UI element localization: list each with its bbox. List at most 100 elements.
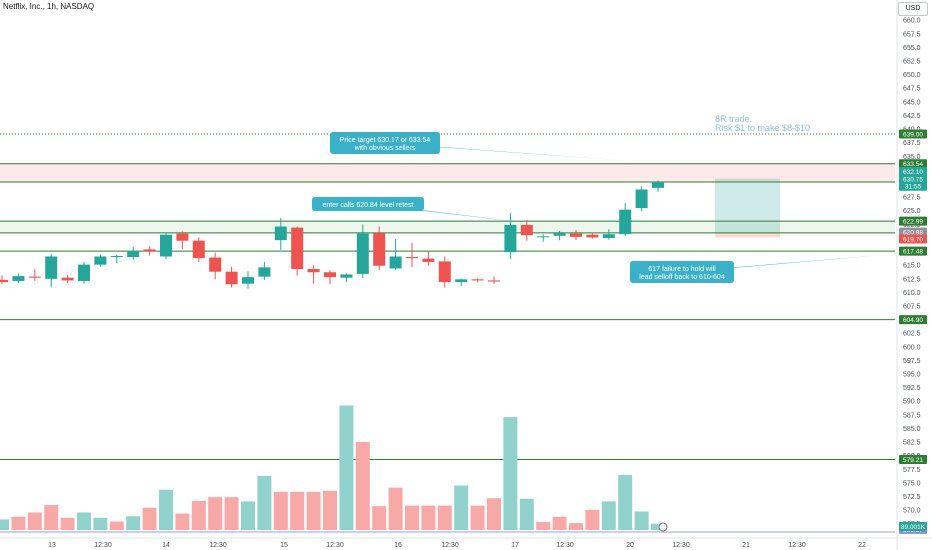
candle-body[interactable] [258, 267, 271, 277]
volume-bar [470, 505, 485, 530]
volume-bar [651, 523, 665, 530]
candle-body[interactable] [12, 276, 25, 281]
candle-body[interactable] [28, 276, 41, 278]
price-tick-label: 660.0 [903, 18, 921, 25]
price-label-text: 630.75 [903, 176, 923, 183]
price-tick-label: 575.0 [903, 480, 921, 487]
price-tag-text: 617.48 [903, 249, 923, 256]
candle-body[interactable] [520, 224, 533, 236]
volume-bar [552, 516, 567, 530]
volume-bar [618, 474, 633, 530]
callout-enter-calls-text: enter calls 620.84 level retest [322, 202, 413, 209]
volume-bar [601, 501, 616, 530]
price-tick-label: 582.5 [903, 440, 921, 447]
candle-body[interactable] [110, 255, 123, 258]
time-tick-label: 12:30 [556, 542, 574, 549]
candle-body[interactable] [652, 181, 664, 188]
candle-body[interactable] [307, 268, 320, 273]
price-label-text: 619.70 [903, 237, 923, 244]
settings-icon[interactable] [658, 522, 668, 532]
volume-bar [569, 523, 583, 530]
price-tick-label: 650.0 [903, 72, 921, 79]
currency-button[interactable]: USD [898, 2, 928, 16]
symbol-title: Netflix, Inc., 1h, NASDAQ [3, 2, 95, 11]
volume-bar [487, 498, 501, 530]
candle-body[interactable] [586, 234, 599, 238]
time-tick-label: 21 [742, 542, 750, 549]
volume-bar [126, 516, 141, 530]
time-tick-label: 16 [394, 542, 402, 549]
price-tick-label: 587.5 [903, 412, 921, 419]
candle-body[interactable] [192, 240, 205, 259]
volume-bar [339, 405, 354, 530]
candle-body[interactable] [356, 233, 369, 274]
price-tick-label: 572.5 [903, 494, 921, 501]
candle-body[interactable] [242, 277, 254, 284]
price-label [899, 174, 927, 184]
candle-body[interactable] [455, 279, 468, 283]
volume-bar [437, 505, 452, 530]
price-label [899, 181, 927, 191]
candle-body[interactable] [0, 279, 8, 283]
candle-body[interactable] [340, 274, 353, 278]
callout-price-target-text: Price target 630.17 or 633.54 [340, 137, 431, 144]
candle-body[interactable] [225, 271, 238, 285]
price-tick-label: 642.5 [903, 113, 921, 120]
price-label [899, 227, 927, 237]
volume-bar [60, 517, 75, 530]
volume-bar [372, 506, 387, 530]
volume-bar [109, 521, 124, 530]
candle-body[interactable] [61, 277, 74, 281]
price-label-text: 31:55 [905, 184, 922, 191]
candle-body[interactable] [94, 256, 107, 265]
callout-enter-calls-box[interactable] [312, 197, 424, 211]
time-tick-label: 22 [858, 542, 866, 549]
candle-body[interactable] [209, 257, 222, 272]
volume-bar [224, 497, 239, 530]
volume-bar [159, 489, 173, 530]
volume-bar [77, 512, 91, 530]
price-tick-label: 647.5 [903, 86, 921, 93]
candle-body[interactable] [274, 226, 287, 241]
candle-body[interactable] [488, 280, 500, 282]
price-tick-label: 570.0 [903, 508, 921, 515]
candle-body[interactable] [471, 279, 484, 281]
callout-failure-box[interactable] [630, 261, 734, 283]
time-tick-label: 12:30 [441, 542, 459, 549]
price-tick-label: 652.5 [903, 58, 921, 65]
candle-body[interactable] [324, 272, 336, 278]
price-tag-text: 622.99 [903, 219, 923, 226]
volume-bar [191, 500, 206, 530]
price-tick-label: 592.5 [903, 385, 921, 392]
candle-body[interactable] [160, 234, 172, 257]
callout-price-target-box[interactable] [330, 132, 440, 154]
price-tick-label: 590.0 [903, 399, 921, 406]
candle-body[interactable] [406, 257, 418, 259]
candle-body[interactable] [504, 224, 517, 253]
candle-body[interactable] [438, 261, 451, 283]
volume-bar [421, 505, 436, 530]
candle-body[interactable] [619, 209, 632, 235]
volume-bar [536, 522, 551, 530]
long-position-target [715, 178, 780, 233]
candle-body[interactable] [143, 249, 156, 252]
candle-body[interactable] [78, 264, 90, 281]
candle-body[interactable] [570, 233, 582, 237]
candle-body[interactable] [45, 256, 58, 279]
candle-body[interactable] [602, 234, 615, 238]
price-tick-label: 585.0 [903, 426, 921, 433]
candle-body[interactable] [422, 258, 435, 262]
candle-body[interactable] [553, 233, 566, 236]
candle-body[interactable] [176, 233, 189, 241]
candle-body[interactable] [291, 227, 304, 269]
price-tick-label: 577.5 [903, 467, 921, 474]
price-label-text: 620.98 [903, 230, 923, 237]
candle-body[interactable] [127, 251, 140, 258]
candle-body[interactable] [373, 233, 386, 266]
candle-body[interactable] [537, 236, 550, 238]
candle-body[interactable] [635, 189, 648, 209]
candle-body[interactable] [389, 256, 402, 269]
time-tick-label: 12:30 [94, 542, 112, 549]
price-tag-text: 604.90 [903, 317, 923, 324]
